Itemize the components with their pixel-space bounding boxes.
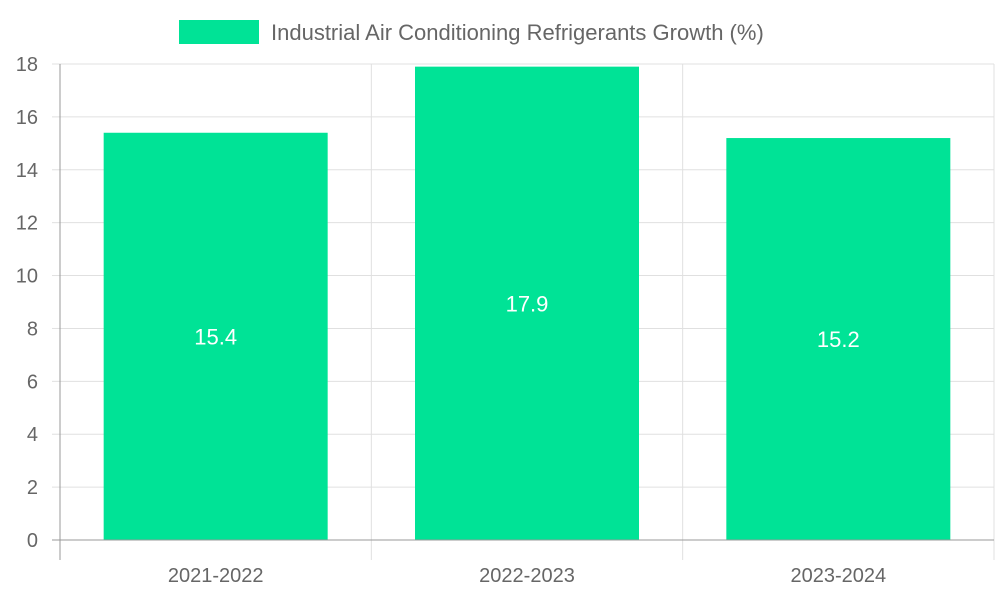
bar-value-label: 15.2 (817, 327, 860, 352)
y-tick-label: 0 (27, 530, 38, 552)
y-tick-label: 4 (27, 424, 38, 446)
bar-2022-2023[interactable] (415, 66, 639, 541)
x-tick-label: 2022-2023 (479, 565, 575, 587)
axes: 0 2 4 6 8 10 12 14 16 18 2021-2022 2022-2023 2023-20… (16, 54, 994, 587)
y-tick-label: 14 (16, 160, 38, 182)
y-tick-label: 6 (27, 371, 38, 393)
bars: 15.4 17.9 15.2 (103, 66, 951, 541)
legend-swatch (179, 20, 259, 44)
y-tick-label: 18 (16, 54, 38, 76)
legend[interactable]: Industrial Air Conditioning Refrigerants… (179, 20, 764, 45)
x-tick-label: 2023-2024 (791, 565, 887, 587)
y-tick-label: 2 (27, 477, 38, 499)
y-tick-label: 8 (27, 318, 38, 340)
bar-value-label: 15.4 (194, 324, 237, 349)
x-tick-label: 2021-2022 (168, 565, 264, 587)
y-tick-label: 10 (16, 266, 38, 288)
bar-2021-2022[interactable] (103, 132, 328, 540)
bar-2023-2024[interactable] (726, 138, 951, 541)
y-tick-label: 16 (16, 107, 38, 129)
bar-value-label: 17.9 (506, 291, 549, 316)
y-tick-label: 12 (16, 213, 38, 235)
legend-label: Industrial Air Conditioning Refrigerants… (271, 20, 764, 45)
